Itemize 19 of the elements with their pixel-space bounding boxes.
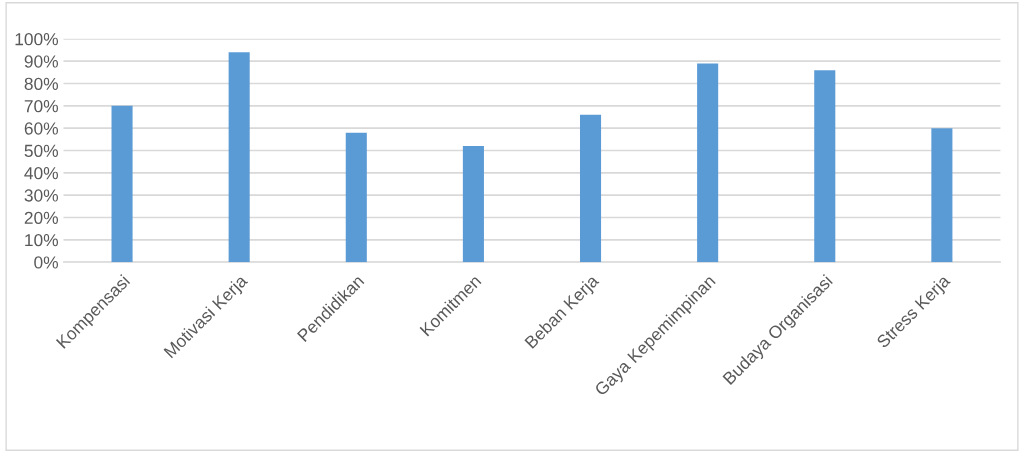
- bar: [814, 70, 836, 263]
- y-tick-label: 30%: [24, 189, 59, 202]
- y-tick-label: 20%: [24, 211, 59, 224]
- bar: [345, 132, 367, 263]
- y-tick-label: 60%: [24, 122, 59, 135]
- y-tick-label: 40%: [24, 167, 59, 180]
- bar: [228, 52, 250, 263]
- bar: [579, 114, 602, 263]
- y-tick-label: 70%: [24, 100, 59, 113]
- y-tick-label: 100%: [15, 33, 59, 46]
- bar: [462, 146, 484, 263]
- y-tick-label: 10%: [25, 234, 59, 247]
- bar: [111, 105, 133, 263]
- bar: [931, 128, 953, 263]
- y-tick-label: 90%: [24, 55, 59, 68]
- y-tick-label: 80%: [24, 77, 59, 90]
- y-tick-label: 0%: [34, 256, 59, 269]
- bar: [697, 63, 719, 263]
- y-tick-label: 50%: [24, 144, 59, 157]
